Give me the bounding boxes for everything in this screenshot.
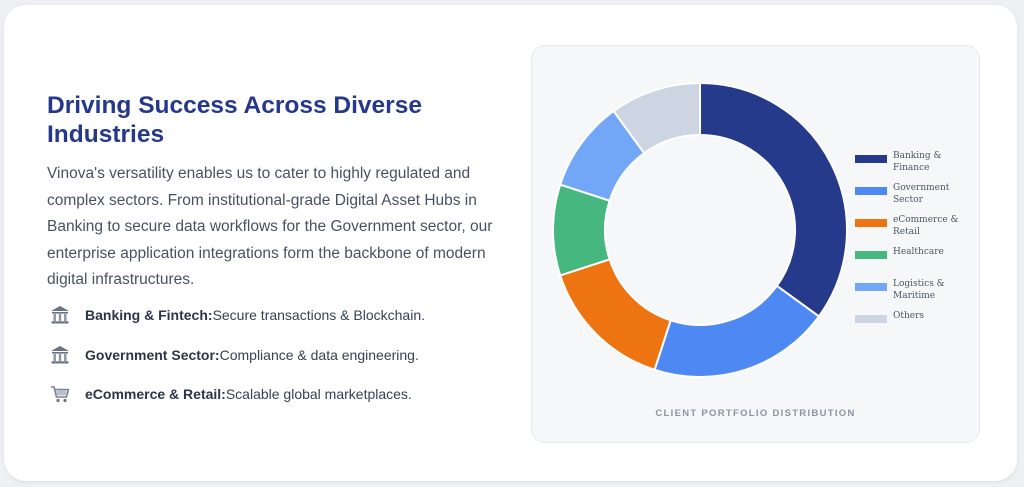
legend-swatch <box>855 251 887 259</box>
legend-item[interactable]: eCommerce & Retail <box>855 215 975 238</box>
legend-swatch <box>855 155 887 163</box>
legend-swatch <box>855 315 887 323</box>
chart-caption: CLIENT PORTFOLIO DISTRIBUTION <box>655 408 856 419</box>
donut-slice-others[interactable] <box>612 81 701 155</box>
donut-slice-government-sector[interactable] <box>653 284 821 378</box>
legend-swatch <box>855 219 887 227</box>
feature-item-government: Government Sector:Compliance & data engi… <box>49 342 419 368</box>
feature-item-ecommerce: eCommerce & Retail:Scalable global marke… <box>49 381 412 407</box>
feature-text: Scalable global marketplaces. <box>225 386 412 402</box>
legend-item[interactable]: Government Sector <box>855 183 975 206</box>
section-description: Vinova's versatility enables us to cater… <box>47 165 493 288</box>
feature-title: eCommerce & Retail: <box>85 386 226 402</box>
feature-text: Compliance & data engineering. <box>219 347 419 363</box>
donut-slice-ecommerce-retail[interactable] <box>558 258 672 372</box>
bank-icon <box>49 304 71 326</box>
legend-item[interactable]: Others <box>855 311 975 323</box>
legend-label: Healthcare <box>893 247 944 257</box>
government-building-icon <box>49 344 71 366</box>
legend-label: eCommerce & Retail <box>893 215 959 237</box>
legend-swatch <box>855 283 887 291</box>
legend-swatch <box>855 187 887 195</box>
feature-title: Government Sector: <box>85 347 220 363</box>
donut-slice-banking-finance[interactable] <box>699 81 848 318</box>
section-title: Driving Success Across Diverse Industrie… <box>47 92 422 148</box>
legend-item[interactable]: Banking & Finance <box>855 151 975 174</box>
legend-label: Logistics & Maritime <box>893 279 945 301</box>
chart-panel: Banking & Finance Government Sector eComme… <box>531 45 980 443</box>
donut-chart <box>552 81 848 378</box>
legend-label: Government Sector <box>893 183 950 205</box>
feature-text: Secure transactions & Blockchain. <box>212 307 426 323</box>
feature-item-banking: Banking & Fintech:Secure transactions & … <box>49 302 425 328</box>
legend-label: Banking & Finance <box>893 151 942 173</box>
legend-item[interactable]: Logistics & Maritime <box>855 279 975 302</box>
shopping-cart-icon <box>49 383 71 405</box>
legend-item[interactable]: Healthcare <box>855 247 975 259</box>
feature-title: Banking & Fintech: <box>85 307 213 323</box>
legend-label: Others <box>893 311 925 321</box>
